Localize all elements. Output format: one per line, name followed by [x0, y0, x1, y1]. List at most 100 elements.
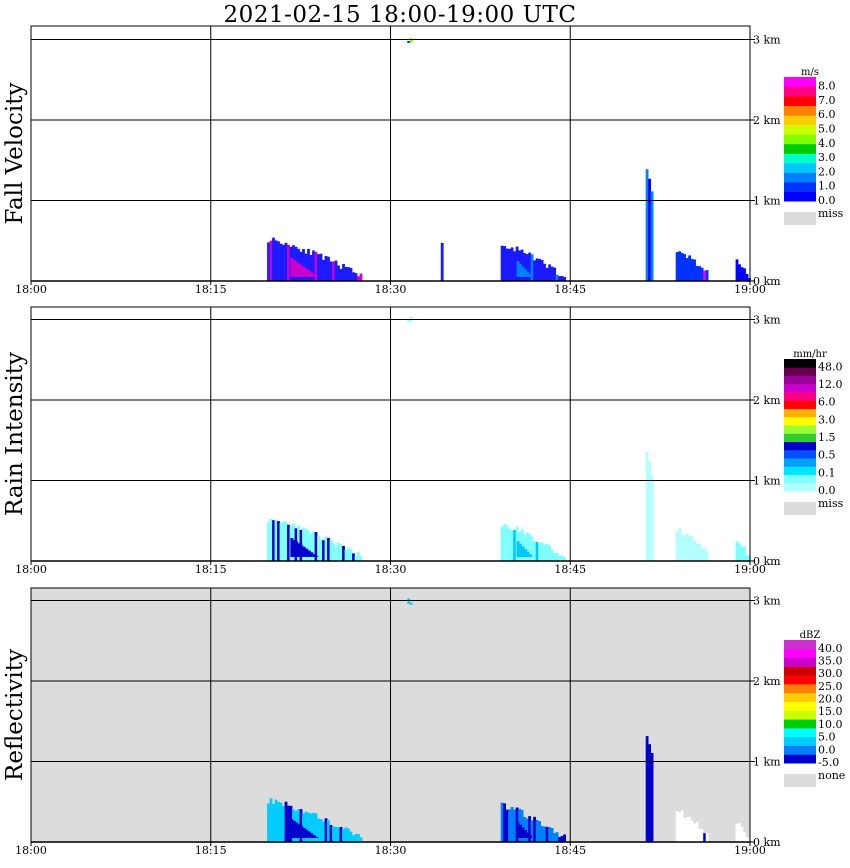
echo-column — [304, 253, 308, 281]
echo-column — [693, 541, 696, 561]
echo-column — [314, 813, 318, 842]
echo-column — [272, 803, 275, 842]
echo-column — [357, 552, 360, 561]
echo-column — [342, 264, 345, 281]
echo-column — [344, 549, 348, 561]
echo-column — [269, 798, 273, 842]
echo-column — [279, 522, 283, 561]
echo-column — [327, 820, 330, 842]
echo-column — [513, 251, 516, 281]
echo-column — [680, 810, 684, 842]
colorbar: m/s 0.01.0 2.03.04.0 5.06.07.08.0 miss — [784, 67, 844, 225]
echo-core — [529, 274, 532, 277]
colorbar-swatch — [784, 458, 816, 467]
echo-column — [680, 252, 684, 281]
echo-column — [693, 823, 696, 842]
echo-core — [524, 269, 527, 277]
y-tick-label: 1 km — [753, 195, 781, 208]
y-axis-label: Reflectivity — [2, 649, 28, 781]
y-axis-label: Rain Intensity — [2, 352, 28, 516]
colorbar-tick-label: 0.5 — [818, 449, 836, 462]
echo-column — [738, 264, 741, 281]
echo-column — [324, 536, 328, 561]
colorbar-tick-label: 2.0 — [818, 165, 836, 178]
echo-column — [339, 269, 343, 281]
echo-column — [344, 267, 348, 281]
echo-core — [295, 261, 299, 277]
echo-core — [526, 271, 530, 277]
echo-0 — [267, 798, 363, 842]
x-tick-label: 18:30 — [375, 563, 407, 576]
echo-column — [563, 557, 566, 561]
echo-core — [521, 546, 525, 557]
echo-core — [519, 263, 522, 277]
echo-column — [700, 267, 704, 281]
echo-core — [290, 538, 294, 557]
colorbar-swatch — [784, 153, 816, 164]
echo-core — [529, 554, 532, 557]
echo-column — [309, 255, 313, 281]
colorbar-tick-label: 20.0 — [818, 693, 843, 706]
echo-column — [407, 41, 411, 43]
echo-column — [650, 753, 654, 842]
echo-column — [352, 553, 355, 561]
echo-column — [538, 821, 541, 842]
echo-core — [312, 554, 316, 557]
echo-column — [312, 812, 315, 842]
colorbar-swatch — [784, 105, 816, 116]
panel-fall-velocity: 0 km 1 km 2 km 3 km 18:00 18:15 18:30 18:45 19:0… — [2, 25, 844, 296]
echo-column — [740, 267, 744, 281]
colorbar-swatch — [784, 425, 816, 434]
echo-column — [329, 261, 333, 281]
echo-core — [297, 543, 301, 557]
echo-column — [530, 254, 534, 281]
echo-column — [359, 556, 363, 561]
colorbar-swatch — [784, 392, 816, 401]
echo-column — [342, 545, 345, 561]
echo-column — [513, 809, 516, 842]
colorbar-tick-label: 6.0 — [818, 108, 836, 121]
echo-column — [543, 826, 546, 842]
echo-core — [290, 258, 294, 277]
echo-core — [519, 543, 522, 557]
echo-core — [292, 539, 296, 557]
echo-core — [519, 824, 522, 838]
echo-column — [648, 178, 651, 281]
echo-column — [309, 813, 313, 842]
echo-column — [743, 832, 746, 842]
echo-core — [302, 827, 306, 838]
echo-column — [269, 519, 273, 561]
echo-column — [314, 532, 318, 561]
echo-column — [352, 272, 355, 281]
echo-core — [529, 835, 532, 838]
echo-column — [735, 541, 739, 561]
echo-core — [524, 549, 527, 557]
colorbar: mm/hr 0.0 0.1 0.5 1.5 3.0 6.0 12.0 48.0 miss — [784, 349, 844, 515]
x-tick-label: 18:15 — [195, 283, 227, 296]
echo-column — [267, 522, 270, 561]
echo-column — [329, 825, 333, 842]
colorbar-tick-label: 0.0 — [818, 743, 836, 756]
colorbar-swatch — [784, 441, 816, 451]
echo-column — [347, 547, 350, 561]
echo-core — [310, 272, 314, 277]
echo-column — [545, 826, 549, 842]
echo-column — [538, 258, 541, 281]
colorbar-swatch — [784, 466, 816, 476]
echo-core — [305, 829, 309, 838]
colorbar-swatch — [784, 375, 816, 385]
echo-column — [309, 533, 313, 561]
y-tick-label: 2 km — [753, 114, 781, 127]
echo-column — [535, 541, 539, 561]
echo-column — [279, 243, 283, 281]
echo-column — [269, 240, 273, 281]
echo-core — [302, 266, 306, 277]
colorbar-swatch — [784, 683, 816, 694]
echo-2 — [645, 736, 654, 842]
echo-column — [407, 319, 411, 323]
echo-column — [508, 809, 511, 842]
echo-core — [310, 833, 314, 838]
colorbar-swatch — [784, 383, 816, 393]
y-axis-label: Fall Velocity — [2, 83, 28, 225]
echo-column — [528, 533, 531, 561]
